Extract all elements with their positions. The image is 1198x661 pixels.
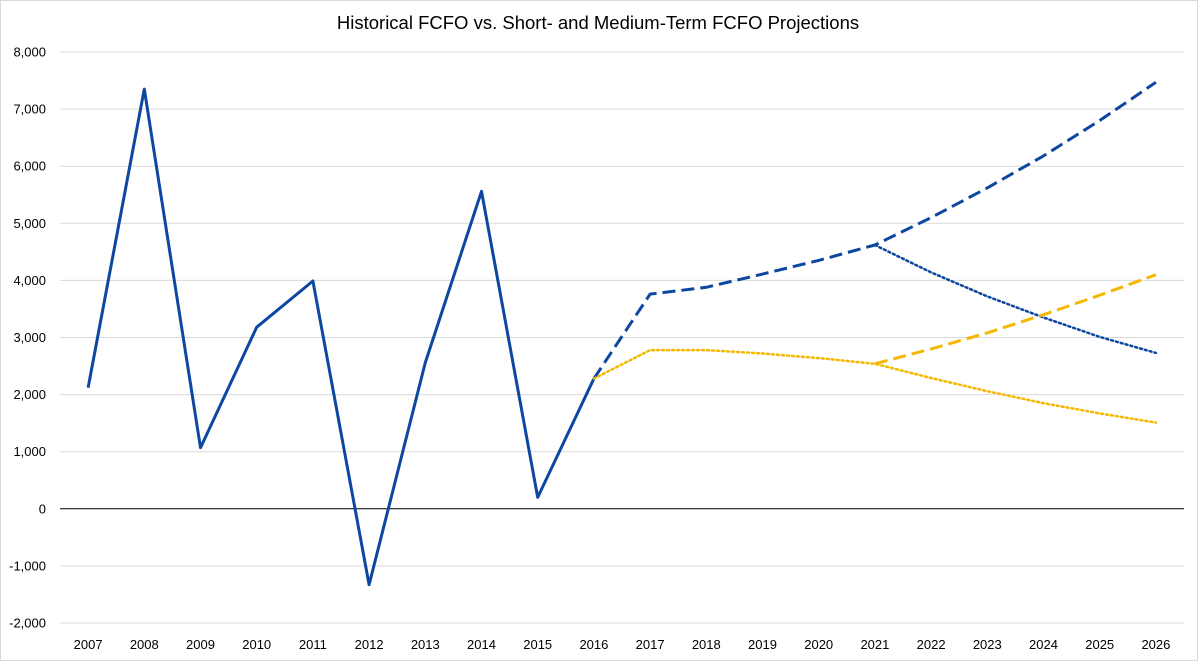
series-line-4-dotted bbox=[592, 348, 1158, 424]
y-tick-label: 3,000 bbox=[13, 330, 46, 345]
x-tick-label: 2016 bbox=[579, 637, 608, 652]
x-tick-label: 2015 bbox=[523, 637, 552, 652]
series-lines bbox=[86, 81, 1158, 587]
y-tick-label: -2,000 bbox=[9, 616, 46, 631]
x-tick-label: 2008 bbox=[130, 637, 159, 652]
gridlines bbox=[60, 51, 1184, 624]
x-tick-label: 2010 bbox=[242, 637, 271, 652]
y-tick-label: 6,000 bbox=[13, 159, 46, 174]
x-tick-label: 2014 bbox=[467, 637, 496, 652]
x-tick-label: 2007 bbox=[74, 637, 103, 652]
y-tick-label: 5,000 bbox=[13, 216, 46, 231]
y-tick-label: 8,000 bbox=[13, 45, 46, 60]
series-line-5-dashed bbox=[874, 273, 1157, 366]
series-line-2-dashed bbox=[592, 81, 1157, 380]
x-tick-label: 2021 bbox=[860, 637, 889, 652]
series-line-3-dotted bbox=[873, 243, 1158, 355]
x-tick-label: 2011 bbox=[299, 637, 327, 652]
x-tick-label: 2022 bbox=[917, 637, 946, 652]
x-tick-label: 2018 bbox=[692, 637, 721, 652]
x-tick-label: 2024 bbox=[1029, 637, 1058, 652]
y-tick-label: -1,000 bbox=[9, 558, 46, 573]
x-tick-label: 2026 bbox=[1141, 637, 1170, 652]
x-tick-label: 2009 bbox=[186, 637, 215, 652]
x-tick-label: 2013 bbox=[411, 637, 440, 652]
y-tick-label: 1,000 bbox=[13, 444, 46, 459]
x-tick-label: 2023 bbox=[973, 637, 1002, 652]
series-line-1-solid bbox=[86, 87, 596, 587]
y-tick-label: 0 bbox=[39, 501, 46, 516]
x-tick-label: 2025 bbox=[1085, 637, 1114, 652]
x-tick-label: 2017 bbox=[636, 637, 665, 652]
axes: -2,000 -1,000 0 1,000 2,000 3,000 4,000 5,000 6,… bbox=[9, 45, 1184, 652]
chart-title: Historical FCFO vs. Short- and Medium-Te… bbox=[337, 12, 859, 33]
x-tick-label: 2019 bbox=[748, 637, 777, 652]
x-tick-label: 2012 bbox=[355, 637, 384, 652]
y-tick-label: 7,000 bbox=[13, 102, 46, 117]
y-tick-label: 2,000 bbox=[13, 387, 46, 402]
y-tick-label: 4,000 bbox=[13, 273, 46, 288]
x-tick-label: 2020 bbox=[804, 637, 833, 652]
